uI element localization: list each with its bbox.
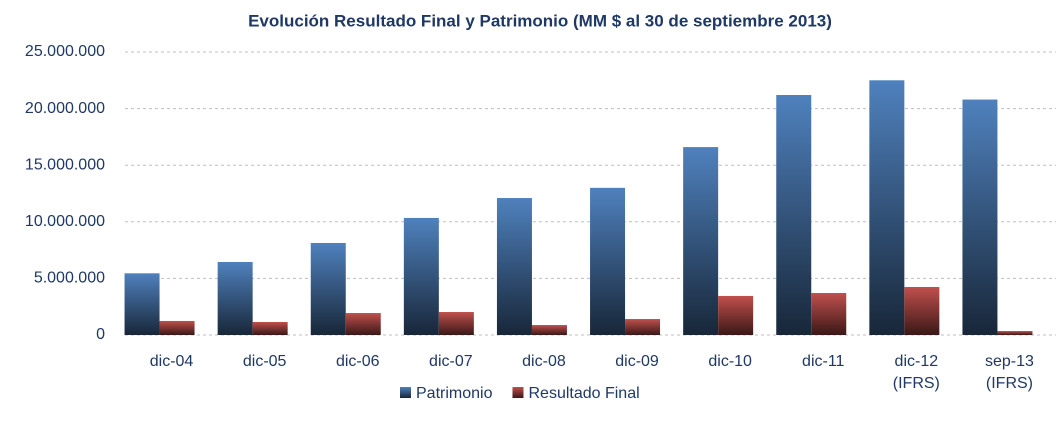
x-tick-label: dic-04 [150,353,194,370]
bar [718,295,754,335]
bar [438,312,474,335]
bar [252,321,288,335]
y-tick-label: 20.000.000 [25,100,105,117]
y-tick-label: 15.000.000 [25,156,105,173]
bar [997,331,1033,335]
chart-title: Evolución Resultado Final y Patrimonio (… [248,11,832,30]
legend-swatch [400,387,411,398]
legend-label: Resultado Final [528,385,639,402]
bar [124,273,160,335]
bar [683,147,719,335]
legend-label: Patrimonio [416,385,493,402]
bar [590,187,626,335]
x-tick-label: dic-05 [243,353,287,370]
y-tick-label: 0 [96,326,105,343]
bar [962,99,998,335]
bar [496,198,532,335]
bar [217,261,253,335]
bar [403,217,439,335]
x-tick-label: dic-08 [522,353,566,370]
y-tick-label: 10.000.000 [25,213,105,230]
x-tick-label: dic-06 [336,353,380,370]
bar [811,293,847,335]
bar [776,95,812,336]
legend-swatch [512,387,524,398]
bar [869,80,905,335]
y-tick-label: 5.000.000 [34,270,105,287]
x-tick-label: dic-10 [708,353,752,370]
bar [345,313,381,335]
bar [159,320,195,335]
y-tick-label: 25.000.000 [25,43,105,60]
bar [531,325,567,335]
bar [904,287,940,335]
x-tick-label: dic-09 [615,353,659,370]
x-tick-label: dic-12 (IFRS) [893,353,940,392]
x-tick-label: dic-11 [802,353,844,370]
bar [625,319,661,335]
x-tick-label: sep-13 (IFRS) [985,353,1034,392]
x-tick-label: dic-07 [429,353,473,370]
bar [310,242,346,335]
